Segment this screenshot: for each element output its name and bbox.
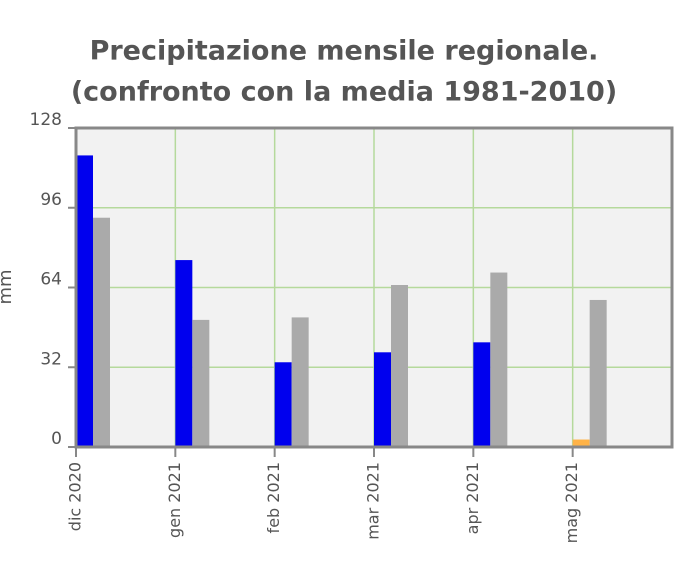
bar xyxy=(93,217,110,447)
y-tick-label: 128 xyxy=(30,110,62,130)
x-tick-label: apr 2021 xyxy=(463,462,482,534)
x-tick-label: mar 2021 xyxy=(364,462,383,540)
bar xyxy=(274,362,292,447)
chart-title: Precipitazione mensile regionale. xyxy=(90,36,599,67)
y-tick-label: 32 xyxy=(40,349,62,369)
x-tick-label: mag 2021 xyxy=(562,462,581,543)
x-tick-label: dic 2020 xyxy=(66,462,85,531)
x-tick-label: feb 2021 xyxy=(264,462,283,533)
bar xyxy=(192,319,210,447)
y-tick-label: 64 xyxy=(40,270,62,290)
x-tick-label: gen 2021 xyxy=(165,462,184,538)
bar xyxy=(589,299,607,447)
plot-border xyxy=(74,126,674,449)
bar xyxy=(572,439,590,447)
bar xyxy=(473,342,491,447)
y-axis-label: mm xyxy=(0,269,16,304)
y-tick-label: 96 xyxy=(40,190,62,210)
chart-title: (confronto con la media 1981-2010) xyxy=(71,77,617,108)
bar xyxy=(374,352,391,447)
y-tick-label: 0 xyxy=(51,429,62,449)
bar xyxy=(291,317,309,447)
bar xyxy=(490,272,508,447)
bar xyxy=(391,285,408,447)
bar xyxy=(175,260,193,447)
bar xyxy=(76,155,93,447)
